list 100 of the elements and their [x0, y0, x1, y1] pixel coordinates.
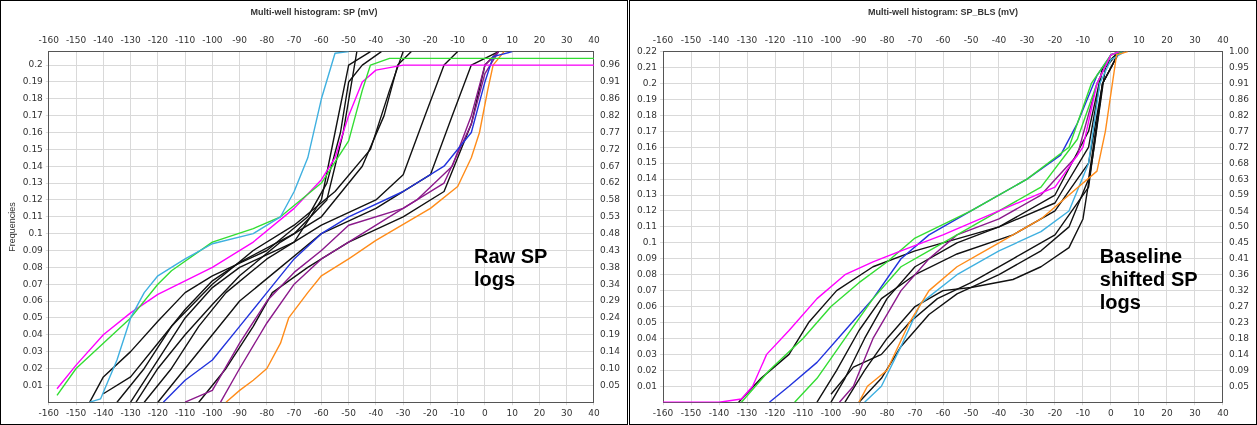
y-tick-label: 0.12	[22, 194, 43, 205]
y-tick-label: 0.17	[636, 125, 658, 136]
x2-tick-label: 20	[533, 34, 546, 45]
y2-tick-label: 0.96	[599, 59, 621, 70]
y-tick-label: 0.06	[636, 300, 658, 311]
x2-tick-label: -50	[341, 34, 357, 45]
y-tick-label: 0.1	[642, 237, 658, 248]
y-tick-label: 0.11	[636, 221, 658, 232]
y-axis-title: Frequencies	[6, 201, 17, 252]
y2-tick-label: 0.77	[599, 126, 621, 137]
y-tick-label: 0.05	[636, 316, 658, 327]
x-tick-label: -140	[93, 407, 114, 418]
x2-tick-label: -30	[395, 34, 411, 45]
y2-tick-label: 0.72	[599, 143, 621, 154]
y-tick-label: 0.16	[22, 126, 44, 137]
y-tick-label: 0.02	[22, 362, 43, 373]
x2-tick-label: -110	[174, 34, 196, 45]
y-tick-label: 0.22	[636, 45, 658, 56]
x-tick-label: -60	[314, 407, 330, 418]
x2-tick-label: -10	[450, 34, 466, 45]
x-tick-label: -50	[963, 407, 979, 418]
x2-tick-label: -160	[38, 34, 60, 45]
y-tick-label: 0.08	[636, 269, 658, 280]
y-tick-label: 0.05	[22, 312, 43, 323]
y2-tick-label: 0.58	[599, 194, 621, 205]
x2-tick-label: -10	[1075, 34, 1091, 45]
y-tick-label: 0.15	[22, 143, 43, 154]
y-tick-label: 0.16	[636, 141, 658, 152]
y-tick-label: 0.17	[22, 110, 43, 120]
y-tick-label: 0.07	[636, 284, 658, 295]
y2-tick-label: 0.54	[1228, 205, 1250, 216]
x-tick-label: -100	[820, 407, 842, 418]
chart-title: Multi-well histogram: SP (mV)	[250, 6, 378, 17]
y-tick-label: 0.02	[636, 364, 658, 375]
y-tick-label: 0.14	[636, 173, 658, 184]
y2-tick-label: 0.48	[599, 227, 621, 238]
x-tick-label: -160	[652, 407, 674, 418]
y2-tick-label: 0.19	[599, 329, 621, 340]
x-tick-label: -150	[680, 407, 702, 418]
x2-tick-label: -100	[820, 34, 842, 45]
y2-tick-label: 0.10	[599, 362, 621, 373]
x-tick-label: 10	[506, 407, 519, 418]
y2-tick-label: 0.91	[1228, 77, 1250, 88]
x2-tick-label: -80	[259, 34, 275, 45]
y-tick-label: 0.18	[636, 109, 658, 120]
y-tick-label: 0.09	[636, 253, 658, 264]
y2-tick-label: 0.05	[599, 379, 621, 390]
y-tick-label: 0.19	[636, 93, 658, 104]
y2-tick-label: 0.82	[599, 110, 621, 120]
x-tick-label: -70	[286, 407, 302, 418]
x2-tick-label: -140	[93, 34, 114, 45]
x-tick-label: -80	[879, 407, 895, 418]
x-tick-label: 0	[482, 407, 489, 418]
x-tick-label: -20	[423, 407, 439, 418]
y-tick-label: 0.11	[22, 211, 43, 222]
x2-tick-label: -60	[935, 34, 951, 45]
annotation: Baseline shifted SP logs	[1099, 245, 1198, 314]
y-tick-label: 0.03	[22, 345, 43, 356]
x-tick-label: -120	[764, 407, 786, 418]
x2-tick-label: -120	[147, 34, 169, 45]
y-tick-label: 0.1	[28, 227, 43, 238]
x-tick-label: 20	[533, 407, 546, 418]
y-tick-label: 0.13	[22, 177, 43, 188]
x2-tick-label: -90	[232, 34, 248, 45]
x2-tick-label: -130	[120, 34, 142, 45]
y2-tick-label: 0.05	[1228, 380, 1250, 391]
x2-tick-label: -30	[1019, 34, 1035, 45]
x-tick-label: -130	[736, 407, 758, 418]
x2-tick-label: 0	[1108, 34, 1115, 45]
x-tick-label: -50	[341, 407, 357, 418]
x2-tick-label: -120	[764, 34, 786, 45]
x2-tick-label: -100	[202, 34, 223, 45]
y2-tick-label: 0.50	[1228, 221, 1250, 232]
x2-tick-label: 10	[1133, 34, 1145, 45]
y2-tick-label: 0.43	[599, 244, 621, 255]
x2-tick-label: 30	[560, 34, 573, 45]
y2-tick-label: 0.67	[599, 160, 621, 171]
x2-tick-label: -60	[314, 34, 330, 45]
x-tick-label: 40	[1217, 407, 1229, 418]
x2-tick-label: -70	[286, 34, 302, 45]
x2-tick-label: -40	[991, 34, 1007, 45]
x2-tick-label: -40	[368, 34, 384, 45]
y-tick-label: 0.2	[642, 77, 658, 88]
x-tick-label: -100	[202, 407, 223, 418]
y-tick-label: 0.15	[636, 157, 658, 168]
y-tick-label: 0.01	[22, 379, 43, 390]
x2-tick-label: -50	[963, 34, 979, 45]
chart-title: Multi-well histogram: SP_BLS (mV)	[867, 6, 1019, 17]
y2-tick-label: 0.38	[599, 261, 621, 272]
x-tick-label: 20	[1161, 407, 1173, 418]
y2-tick-label: 0.29	[599, 295, 621, 306]
y-tick-label: 0.09	[22, 244, 44, 255]
x-tick-label: -40	[991, 407, 1007, 418]
x-tick-label: -10	[1075, 407, 1091, 418]
y2-tick-label: 0.41	[1228, 253, 1250, 264]
x2-tick-label: 40	[1217, 34, 1229, 45]
y-tick-label: 0.04	[22, 329, 44, 340]
y2-tick-label: 0.14	[1228, 348, 1250, 359]
x-tick-label: -40	[368, 407, 384, 418]
y2-tick-label: 0.18	[1228, 332, 1250, 343]
